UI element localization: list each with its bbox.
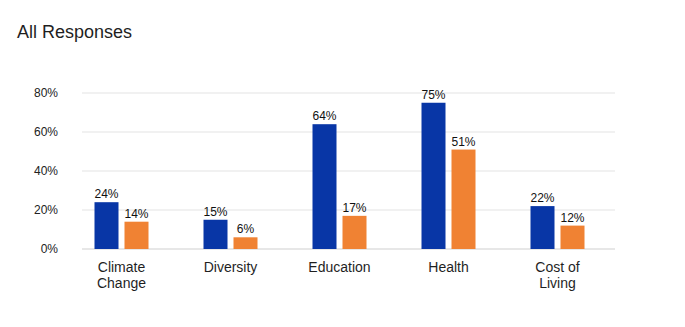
bar (234, 237, 258, 249)
chart-container: All Responses0%20%40%60%80%24%15%64%75%2… (0, 0, 685, 327)
data-label: 15% (203, 205, 227, 219)
bars (95, 103, 585, 249)
y-tick-label: 0% (41, 242, 59, 256)
data-labels: 24% 15% 64% 75% 22% 14% 6% 17% 51% 12% (94, 88, 584, 237)
bar (313, 124, 337, 249)
bar (125, 222, 149, 249)
data-label: 75% (421, 88, 445, 102)
bar (343, 216, 367, 249)
bar (204, 220, 228, 249)
data-label: 12% (560, 211, 584, 225)
bar (531, 206, 555, 249)
data-label: 14% (124, 207, 148, 221)
data-label: 6% (237, 222, 255, 236)
bar (452, 150, 476, 249)
chart-svg: All Responses0%20%40%60%80%24%15%64%75%2… (0, 0, 685, 327)
grid (82, 93, 615, 249)
x-tick-label: ClimateChange (97, 259, 146, 291)
y-tick-label: 40% (34, 164, 58, 178)
grid-line (82, 171, 615, 172)
y-tick-label: 80% (34, 86, 58, 100)
data-label: 17% (342, 201, 366, 215)
y-tick-label: 60% (34, 125, 58, 139)
x-tick-label: Cost ofLiving (535, 259, 579, 291)
bar (422, 103, 446, 249)
grid-line (82, 132, 615, 133)
x-tick-label: Education (308, 259, 370, 275)
data-label: 24% (94, 187, 118, 201)
data-label: 51% (451, 135, 475, 149)
data-label: 22% (530, 191, 554, 205)
x-tick-label: Health (428, 259, 468, 275)
x-tick-label: Diversity (204, 259, 258, 275)
data-label: 64% (312, 109, 336, 123)
bar (561, 226, 585, 249)
y-tick-label: 20% (34, 203, 58, 217)
bar (95, 202, 119, 249)
title: All Responses (17, 22, 132, 42)
grid-line (82, 93, 615, 94)
